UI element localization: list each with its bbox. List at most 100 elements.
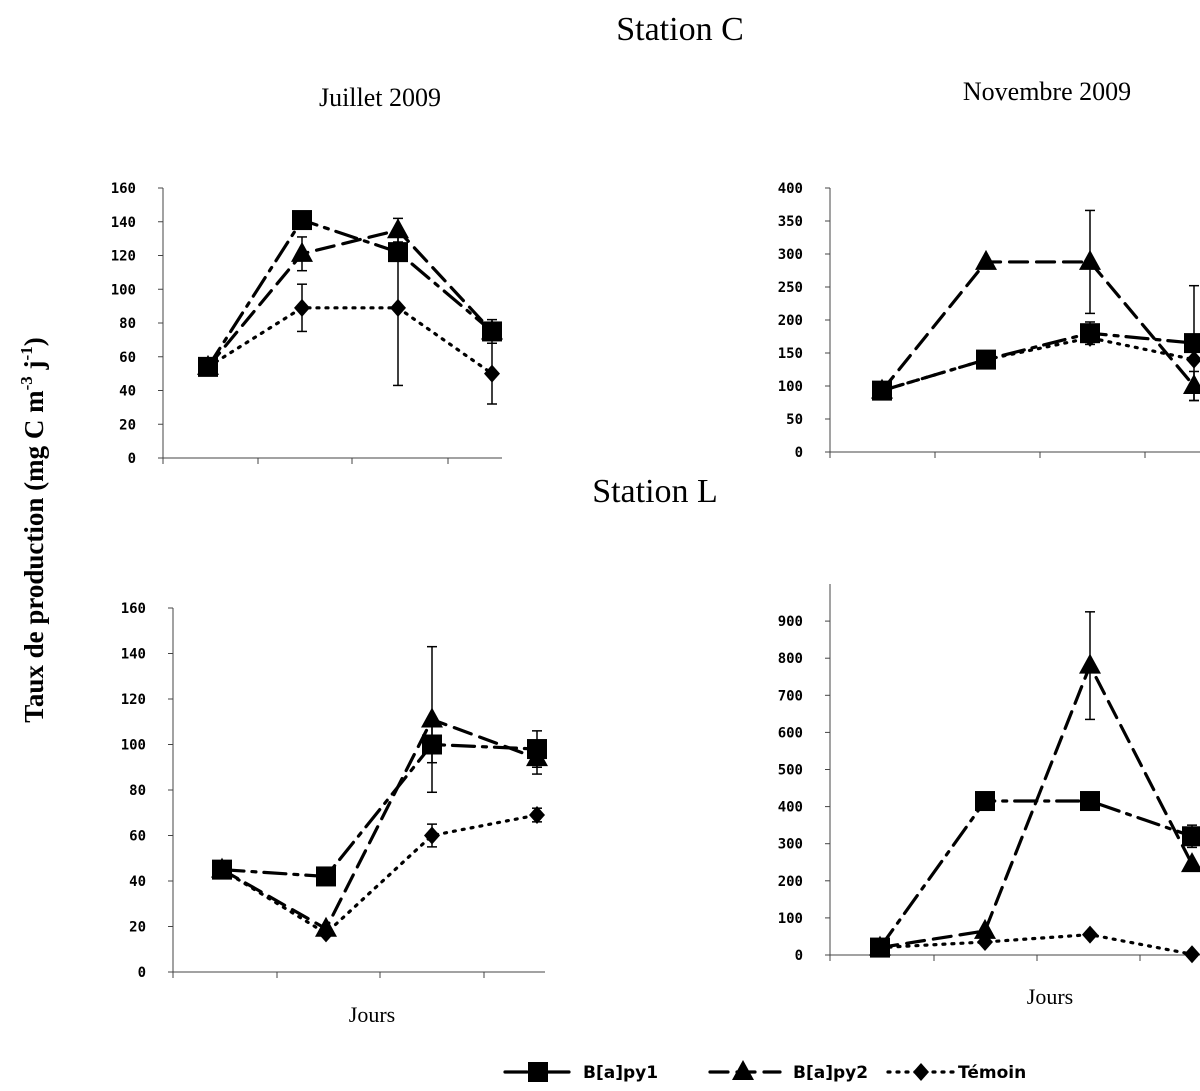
series-line xyxy=(220,742,539,879)
y-tick-label: 150 xyxy=(778,346,803,362)
y-tick-label: 200 xyxy=(778,874,803,890)
data-point xyxy=(424,826,440,845)
y-tick-label: 0 xyxy=(795,948,803,964)
data-point xyxy=(390,298,406,317)
legend-item-B[a]py2: B[a]py2 xyxy=(708,1060,868,1083)
data-point xyxy=(1079,653,1101,674)
legend-marker xyxy=(528,1062,548,1082)
series-line xyxy=(206,306,494,376)
data-point xyxy=(872,938,888,957)
y-tick-label: 80 xyxy=(119,316,136,332)
y-tick-label: 0 xyxy=(128,451,136,467)
y-tick-label: 60 xyxy=(119,350,136,366)
y-tick-label: 800 xyxy=(778,651,803,667)
y-tick-label: 40 xyxy=(129,874,146,890)
data-point xyxy=(1183,374,1200,394)
y-tick-label: 140 xyxy=(121,647,146,663)
y-tick-label: 900 xyxy=(778,614,803,630)
station-c-title: Station C xyxy=(616,11,744,48)
series-B[a]py1 xyxy=(870,791,1200,958)
legend: B[a]py1 B[a]py2 Témoin xyxy=(503,1060,1026,1083)
data-point xyxy=(421,707,443,728)
series-B[a]py2 xyxy=(869,611,1200,956)
series-Témoin xyxy=(872,925,1200,964)
legend-item-B[a]py1: B[a]py1 xyxy=(503,1062,658,1083)
y-tick-label: 80 xyxy=(129,783,146,799)
y-tick-label: 120 xyxy=(121,692,146,708)
series-B[a]py2 xyxy=(871,209,1200,402)
x-axis-title-right: Jours xyxy=(1027,984,1073,1009)
y-tick-label: 400 xyxy=(778,800,803,816)
data-point xyxy=(291,241,313,262)
column-title-novembre: Novembre 2009 xyxy=(963,77,1131,106)
y-tick-label: 50 xyxy=(786,412,803,428)
data-point xyxy=(200,357,216,376)
data-point xyxy=(292,210,312,231)
data-point xyxy=(529,806,545,825)
data-point xyxy=(975,249,997,270)
y-tick-label: 100 xyxy=(778,911,803,927)
chart-l_novembre: 0 100 200 300 400 500 600 700 800 900 xyxy=(778,584,1200,964)
y-tick-label: 120 xyxy=(111,249,136,265)
series-Témoin xyxy=(214,806,545,943)
y-tick-label: 600 xyxy=(778,725,803,741)
data-point xyxy=(1079,249,1101,270)
data-point xyxy=(481,319,503,340)
y-tick-label: 400 xyxy=(778,181,803,197)
y-tick-label: 100 xyxy=(121,738,146,754)
legend-label: B[a]py2 xyxy=(793,1063,868,1083)
data-point xyxy=(1082,328,1098,347)
series-line xyxy=(206,218,494,369)
y-tick-label: 60 xyxy=(129,829,146,845)
y-tick-label: 160 xyxy=(111,181,136,197)
legend-item-Témoin: Témoin xyxy=(886,1063,1026,1083)
legend-marker xyxy=(732,1060,754,1080)
data-point xyxy=(974,918,996,939)
y-tick-label: 100 xyxy=(778,379,803,395)
legend-label: B[a]py1 xyxy=(583,1063,658,1083)
data-point xyxy=(975,791,995,812)
series-line xyxy=(880,331,1196,393)
series-line xyxy=(878,799,1194,950)
data-point xyxy=(978,350,994,369)
y-tick-label: 350 xyxy=(778,214,803,230)
chart-c_novembre: 0 50 100 150 200 250 300 350 400 xyxy=(778,181,1200,461)
y-tick-label: 700 xyxy=(778,688,803,704)
chart-c_juillet: 0 20 40 60 80 100 120 140 160 xyxy=(111,181,503,467)
y-tick-label: 250 xyxy=(778,280,803,296)
data-point xyxy=(1082,925,1098,944)
y-tick-label: 0 xyxy=(795,445,803,461)
station-l-title: Station L xyxy=(592,473,718,510)
y-tick-label: 40 xyxy=(119,384,136,400)
series-line xyxy=(880,336,1196,393)
y-tick-label: 500 xyxy=(778,763,803,779)
y-tick-label: 20 xyxy=(119,417,136,433)
legend-label: Témoin xyxy=(958,1063,1026,1083)
data-point xyxy=(1181,852,1200,873)
chart-panels: 0 20 40 60 80 100 120 140 160 0 50 100 150 200 250 300 3… xyxy=(111,181,1200,981)
series-line xyxy=(878,932,1194,956)
chart-l_juillet: 0 20 40 60 80 100 120 140 160 xyxy=(121,601,548,981)
data-point xyxy=(294,298,310,317)
series-line xyxy=(220,717,539,931)
series-B[a]py2 xyxy=(197,217,503,375)
series-line xyxy=(878,664,1194,950)
data-point xyxy=(484,364,500,383)
data-point xyxy=(387,218,409,239)
data-point xyxy=(526,746,548,767)
series-Témoin xyxy=(874,328,1200,400)
data-point xyxy=(1186,350,1200,369)
data-point xyxy=(1184,945,1200,964)
series-Témoin xyxy=(200,229,500,405)
y-tick-label: 300 xyxy=(778,837,803,853)
y-tick-label: 0 xyxy=(138,965,146,981)
data-point xyxy=(1182,826,1200,847)
y-tick-label: 140 xyxy=(111,215,136,231)
y-axis-title: Taux de production (mg C m-3 j-1) xyxy=(17,337,49,722)
y-tick-label: 100 xyxy=(111,282,136,298)
data-point xyxy=(874,381,890,400)
data-point xyxy=(1080,791,1100,812)
data-point xyxy=(1184,333,1200,354)
